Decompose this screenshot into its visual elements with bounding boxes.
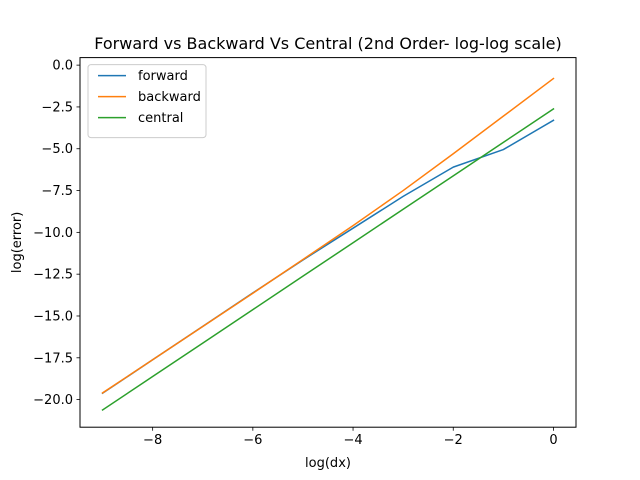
series-layer (101, 77, 555, 412)
chart-title: Forward vs Backward Vs Central (2nd Orde… (94, 34, 562, 53)
legend-box (87, 64, 207, 139)
y-tick-label: −7.5 (41, 184, 73, 199)
y-tick-label: −12.5 (33, 268, 73, 283)
x-tick-label: −4 (343, 433, 362, 448)
plot-area (79, 57, 577, 428)
y-tick-label: −10.0 (33, 226, 73, 241)
legend-label-central: central (138, 111, 183, 126)
y-tick-label: −17.5 (33, 351, 73, 366)
y-tick-label: −2.5 (41, 100, 73, 115)
series-line-backward (101, 77, 555, 394)
y-tick-label: −15.0 (33, 309, 73, 324)
y-axis-ticks: 0.0 −2.5 −5.0 −7.5 −10.0 −12.5 −15.0 −17.5 −20.0 (33, 59, 80, 408)
y-tick-label: 0.0 (52, 59, 73, 74)
x-tick-label: −8 (143, 433, 162, 448)
legend: forward backward central (87, 64, 207, 139)
legend-label-forward: forward (138, 69, 188, 84)
legend-label-backward: backward (138, 90, 201, 105)
series-line-central (101, 107, 555, 412)
y-tick-label: −5.0 (41, 142, 73, 157)
x-axis-label: log(dx) (305, 456, 351, 471)
y-tick-label: −20.0 (33, 393, 73, 408)
y-axis-label: log(error) (10, 212, 25, 273)
x-tick-label: −6 (243, 433, 262, 448)
x-tick-label: −2 (444, 433, 463, 448)
x-axis-ticks: −8 −6 −4 −2 0 (143, 427, 558, 448)
axes-frame (79, 57, 577, 428)
x-tick-label: 0 (549, 433, 557, 448)
